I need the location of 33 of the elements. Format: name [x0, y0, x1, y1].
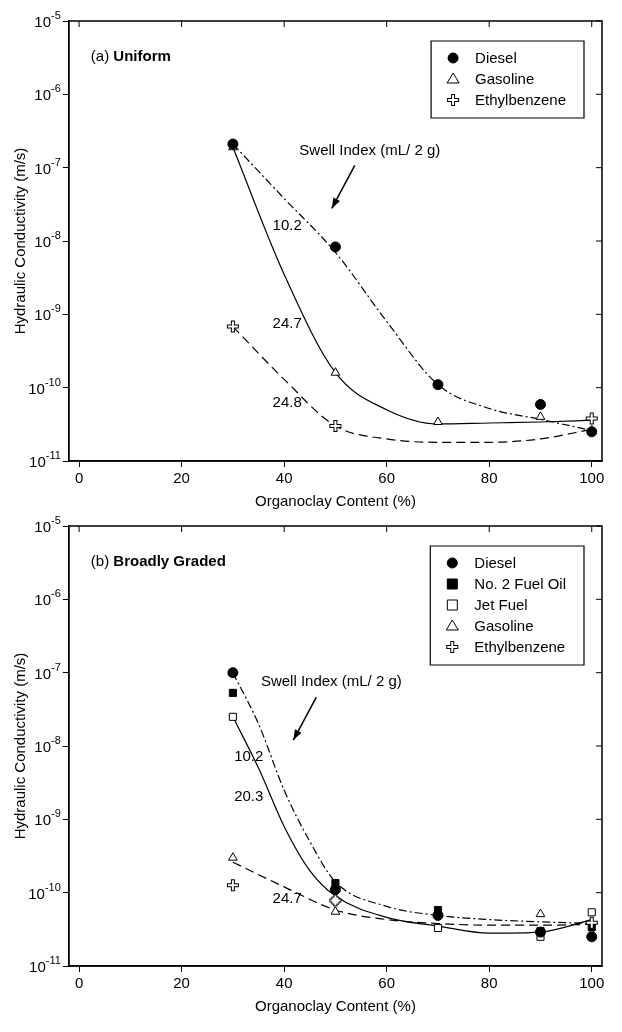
legend-label: Ethylbenzene: [474, 638, 566, 656]
x-tick-label: 60: [378, 469, 396, 487]
x-tick-label: 80: [480, 974, 498, 992]
annotation: 24.8: [272, 392, 302, 410]
x-tick-label: 40: [275, 469, 293, 487]
x-tick-label: 40: [275, 974, 293, 992]
x-axis-title: Organoclay Content (%): [254, 997, 416, 1015]
annotation: 24.7: [272, 888, 302, 906]
text: (a) Uniform: [90, 47, 171, 65]
x-axis-title: Organoclay Content (%): [254, 492, 416, 510]
legend-label: No. 2 Fuel Oil: [474, 575, 566, 593]
x-tick-label: 100: [579, 469, 605, 487]
y-axis-title: Hydraulic Conductivity (m/s): [11, 147, 29, 335]
legend-label: Gasoline: [474, 617, 534, 635]
legend-label: Diesel: [475, 49, 517, 67]
x-tick-label: 100: [579, 974, 605, 992]
annotation: Swell Index (mL/ 2 g): [299, 140, 441, 158]
x-tick-label: 80: [480, 469, 498, 487]
annotation: 20.3: [234, 787, 264, 805]
annotation: 24.7: [272, 313, 302, 331]
legend-label: Ethylbenzene: [475, 91, 567, 109]
x-tick-label: 60: [378, 974, 396, 992]
x-tick-label: 0: [74, 974, 84, 992]
annotation: Swell Index (mL/ 2 g): [260, 672, 402, 690]
legend-label: Diesel: [474, 554, 516, 572]
x-tick-label: 20: [173, 974, 190, 992]
y-axis-title: Hydraulic Conductivity (m/s): [11, 652, 29, 840]
annotation: 10.2: [272, 215, 302, 233]
x-tick-label: 20: [173, 469, 190, 487]
legend-label: Jet Fuel: [474, 596, 528, 614]
x-tick-label: 0: [74, 469, 84, 487]
text: (b) Broadly Graded: [90, 552, 226, 570]
legend-label: Gasoline: [475, 70, 535, 88]
